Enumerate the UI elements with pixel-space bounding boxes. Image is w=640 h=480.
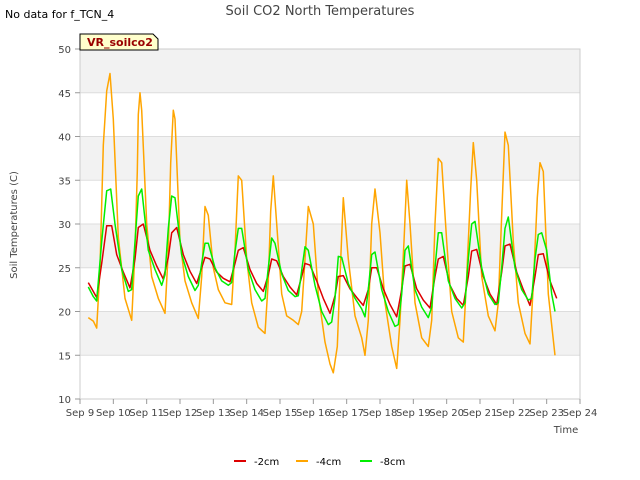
plot-band xyxy=(80,224,580,268)
x-tick-label: Sep 19 xyxy=(396,408,431,419)
annotation-box-shape xyxy=(79,33,159,51)
x-tick-label: Sep 24 xyxy=(563,408,598,419)
y-tick-label: 10 xyxy=(58,395,71,406)
y-tick-label: 50 xyxy=(58,45,71,56)
chart-title: Soil CO2 North Temperatures xyxy=(226,4,415,19)
x-axis-label: Time xyxy=(553,425,578,436)
x-tick-label: Sep 23 xyxy=(529,408,564,419)
series-line-2cm xyxy=(87,223,558,318)
y-tick-label: 20 xyxy=(58,308,71,319)
series-line-4cm xyxy=(87,72,556,374)
y-axis-label: Soil Temperatures (C) xyxy=(9,171,20,279)
x-tick-label: Sep 21 xyxy=(463,408,498,419)
annotation-box: VR_soilco2 xyxy=(79,33,159,51)
legend-label: -2cm xyxy=(254,457,279,468)
x-tick-label: Sep 11 xyxy=(129,408,164,419)
plot-band xyxy=(80,49,580,93)
y-tick-label: 35 xyxy=(58,176,71,187)
x-tick-label: Sep 10 xyxy=(96,408,131,419)
legend: -2cm -4cm -8cm xyxy=(234,457,405,468)
legend-label: -4cm xyxy=(316,457,341,468)
y-tick-label: 30 xyxy=(58,220,71,231)
plot-band xyxy=(80,136,580,181)
y-tick-label: 40 xyxy=(58,133,71,144)
x-tick-label: Sep 12 xyxy=(163,408,198,419)
y-tick-label: 45 xyxy=(58,89,71,100)
series-line-8cm xyxy=(87,188,556,328)
x-tick-label: Sep 15 xyxy=(263,408,298,419)
plot-band xyxy=(80,311,580,356)
y-tick-label: 25 xyxy=(58,264,71,275)
x-tick-label: Sep 14 xyxy=(229,408,264,419)
x-tick-label: Sep 18 xyxy=(363,408,398,419)
series-layer xyxy=(87,72,558,374)
y-axis: 10 15 20 25 30 35 40 45 50 xyxy=(58,45,80,406)
x-tick-label: Sep 22 xyxy=(496,408,531,419)
no-data-text: No data for f_TCN_4 xyxy=(5,8,114,21)
annotation-text: VR_soilco2 xyxy=(87,36,153,49)
legend-label: -8cm xyxy=(380,457,405,468)
x-tick-label: Sep 9 xyxy=(66,408,94,419)
x-tick-label: Sep 20 xyxy=(429,408,464,419)
x-tick-label: Sep 16 xyxy=(296,408,331,419)
x-tick-label: Sep 13 xyxy=(196,408,231,419)
y-tick-label: 15 xyxy=(58,351,71,362)
x-tick-label: Sep 17 xyxy=(329,408,364,419)
